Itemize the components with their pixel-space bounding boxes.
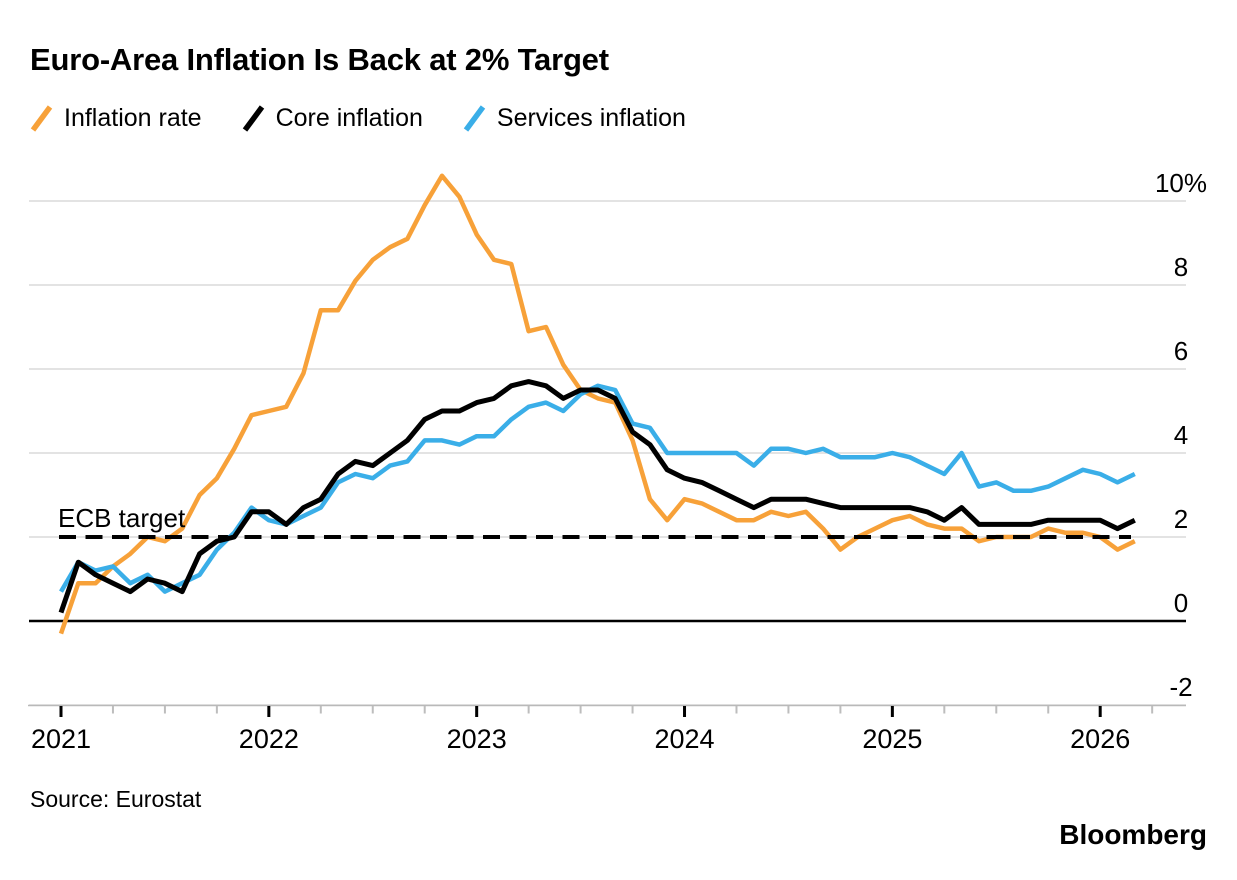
series-line-services-inflation xyxy=(59,383,1136,594)
services-inflation-swatch-icon xyxy=(463,105,486,132)
legend-item-services-inflation: Services inflation xyxy=(463,104,686,133)
series-line-inflation-rate xyxy=(58,173,1136,635)
legend-item-inflation-rate: Inflation rate xyxy=(30,104,202,133)
inflation-rate-swatch-icon xyxy=(30,105,53,132)
y-axis-label-4: 4 xyxy=(1174,420,1188,450)
bloomberg-logo: Bloomberg xyxy=(1059,819,1207,850)
y-axis-label--2: -2 xyxy=(1169,672,1192,702)
legend-label-services-inflation: Services inflation xyxy=(496,104,686,132)
x-axis-label-2021: 2021 xyxy=(31,724,91,754)
source-note: Source: Eurostat xyxy=(30,786,202,812)
legend-label-core-inflation: Core inflation xyxy=(275,104,423,132)
axis-layer: 2021 2022 2023 2024 2025 2026 xyxy=(28,619,1186,754)
y-axis-label-10%: 10% xyxy=(1155,168,1207,198)
ecb-target-label: ECB target xyxy=(58,503,186,533)
x-axis-label-2023: 2023 xyxy=(447,724,507,754)
x-axis-label-2022: 2022 xyxy=(239,724,299,754)
y-axis-label-2: 2 xyxy=(1174,504,1188,534)
series-line-core-inflation xyxy=(58,379,1136,614)
x-axis-label-2025: 2025 xyxy=(862,724,922,754)
core-inflation-swatch-icon xyxy=(242,105,264,132)
x-axis-label-2024: 2024 xyxy=(654,724,714,754)
legend-item-core-inflation: Core inflation xyxy=(242,104,423,133)
series-layer xyxy=(58,173,1136,635)
chart-title: Euro-Area Inflation Is Back at 2% Target xyxy=(30,42,609,77)
gridline-layer: 10% 8 6 4 2 0 -2 xyxy=(29,168,1207,706)
y-axis-label-6: 6 xyxy=(1174,336,1188,366)
legend-label-inflation-rate: Inflation rate xyxy=(64,104,202,132)
y-axis-label-0: 0 xyxy=(1174,588,1188,618)
y-axis-label-8: 8 xyxy=(1174,252,1188,282)
x-axis-label-2026: 2026 xyxy=(1070,724,1130,754)
chart-legend: Inflation rate Core inflation Services i… xyxy=(30,104,686,133)
